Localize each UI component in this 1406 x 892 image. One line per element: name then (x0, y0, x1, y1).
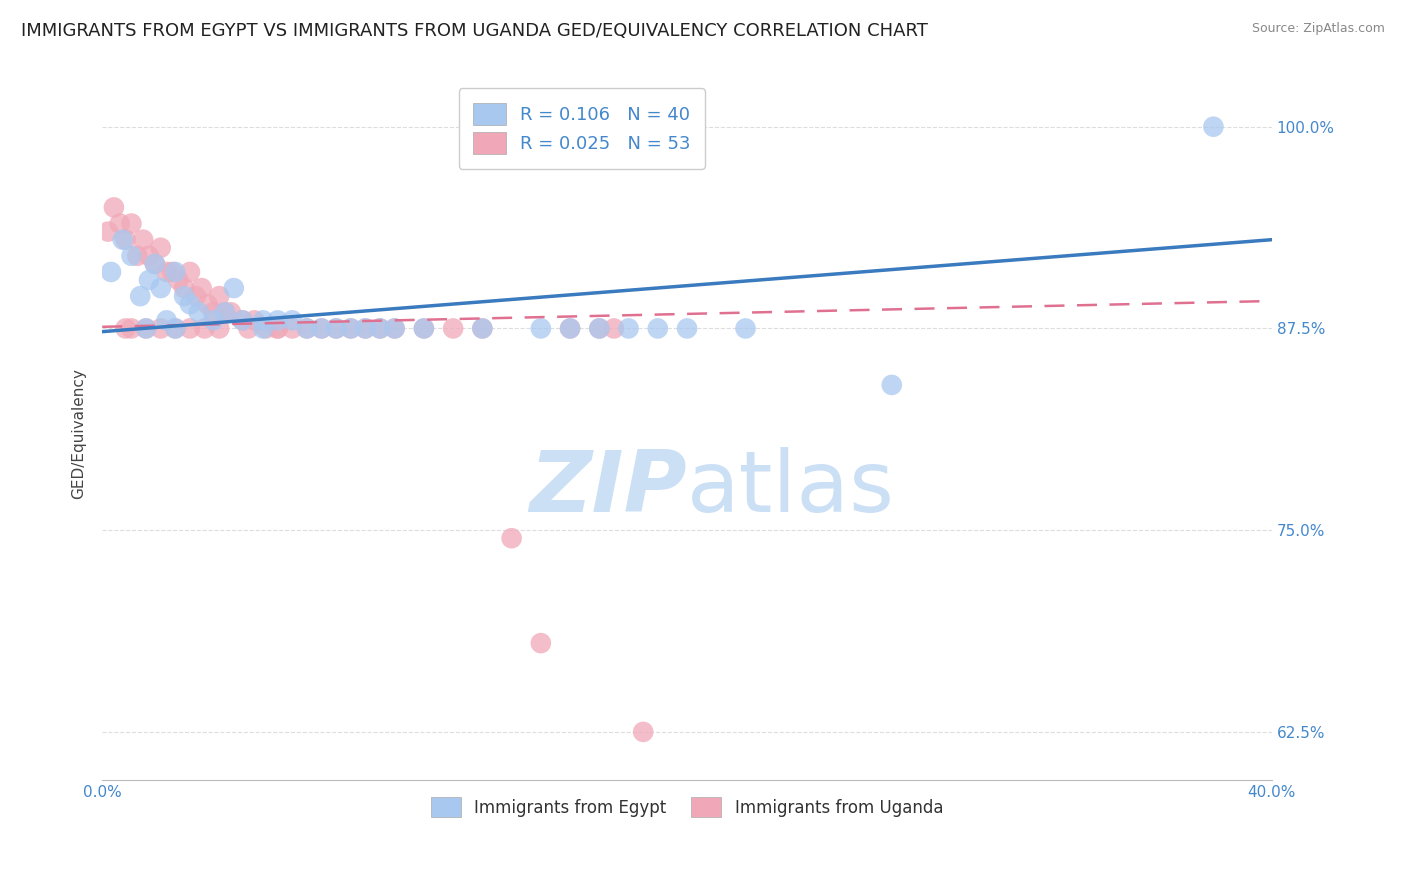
Point (412, 321, 434, 335)
Point (325, 321, 347, 335)
Point (190, 281, 212, 295)
Point (266, 321, 288, 335)
Point (252, 313, 274, 327)
Point (501, 531, 523, 545)
Point (222, 281, 245, 295)
Y-axis label: GED/Equivalency: GED/Equivalency (72, 368, 86, 499)
Point (120, 217, 142, 231)
Point (197, 297, 219, 311)
Point (184, 289, 207, 303)
Point (588, 321, 610, 335)
Point (187, 305, 209, 319)
Point (441, 321, 464, 335)
Point (339, 321, 361, 335)
Point (165, 321, 187, 335)
Point (208, 321, 231, 335)
Point (138, 249, 160, 263)
Point (384, 321, 406, 335)
Point (173, 289, 195, 303)
Legend: Immigrants from Egypt, Immigrants from Uganda: Immigrants from Egypt, Immigrants from U… (425, 790, 950, 824)
Point (100, 265, 122, 279)
Point (558, 321, 581, 335)
Point (232, 313, 254, 327)
Point (179, 321, 201, 335)
Point (202, 313, 225, 327)
Point (149, 281, 172, 295)
Point (135, 321, 157, 335)
Point (173, 281, 195, 295)
Point (214, 305, 236, 319)
Point (243, 313, 266, 327)
Point (143, 257, 166, 271)
Point (471, 321, 494, 335)
Point (295, 321, 318, 335)
Point (558, 321, 581, 335)
Point (179, 297, 201, 311)
Point (138, 273, 160, 287)
Point (238, 321, 260, 335)
Point (111, 233, 134, 247)
Text: Source: ZipAtlas.com: Source: ZipAtlas.com (1251, 22, 1385, 36)
Point (97, 225, 120, 239)
Point (202, 305, 225, 319)
Point (120, 249, 142, 263)
Point (412, 321, 434, 335)
Point (368, 321, 391, 335)
Point (214, 305, 236, 319)
Point (368, 321, 391, 335)
Point (530, 321, 553, 335)
Point (631, 724, 654, 739)
Point (135, 321, 157, 335)
Point (311, 321, 333, 335)
Point (155, 265, 177, 279)
Point (354, 321, 377, 335)
Point (530, 636, 553, 650)
Point (149, 321, 172, 335)
Point (103, 201, 125, 215)
Point (162, 265, 184, 279)
Point (295, 321, 318, 335)
Point (311, 321, 333, 335)
Point (132, 233, 155, 247)
Point (354, 321, 377, 335)
Point (120, 321, 142, 335)
Point (325, 321, 347, 335)
Point (114, 321, 136, 335)
Text: ZIP: ZIP (530, 448, 688, 531)
Point (266, 321, 288, 335)
Point (588, 321, 610, 335)
Point (254, 321, 277, 335)
Point (108, 217, 131, 231)
Point (208, 289, 231, 303)
Point (232, 313, 254, 327)
Point (219, 305, 242, 319)
Point (880, 378, 903, 392)
Point (193, 321, 215, 335)
Point (647, 321, 669, 335)
Point (165, 265, 187, 279)
Point (339, 321, 361, 335)
Text: IMMIGRANTS FROM EGYPT VS IMMIGRANTS FROM UGANDA GED/EQUIVALENCY CORRELATION CHAR: IMMIGRANTS FROM EGYPT VS IMMIGRANTS FROM… (21, 22, 928, 40)
Point (179, 265, 201, 279)
Point (252, 321, 274, 335)
Point (281, 321, 304, 335)
Point (143, 257, 166, 271)
Text: atlas: atlas (688, 448, 896, 531)
Point (129, 289, 152, 303)
Point (281, 313, 304, 327)
Point (149, 241, 172, 255)
Point (603, 321, 626, 335)
Point (617, 321, 640, 335)
Point (114, 233, 136, 247)
Point (384, 321, 406, 335)
Point (165, 321, 187, 335)
Point (471, 321, 494, 335)
Point (1202, 120, 1225, 134)
Point (266, 313, 288, 327)
Point (734, 321, 756, 335)
Point (127, 249, 149, 263)
Point (155, 313, 177, 327)
Point (676, 321, 699, 335)
Point (167, 273, 190, 287)
